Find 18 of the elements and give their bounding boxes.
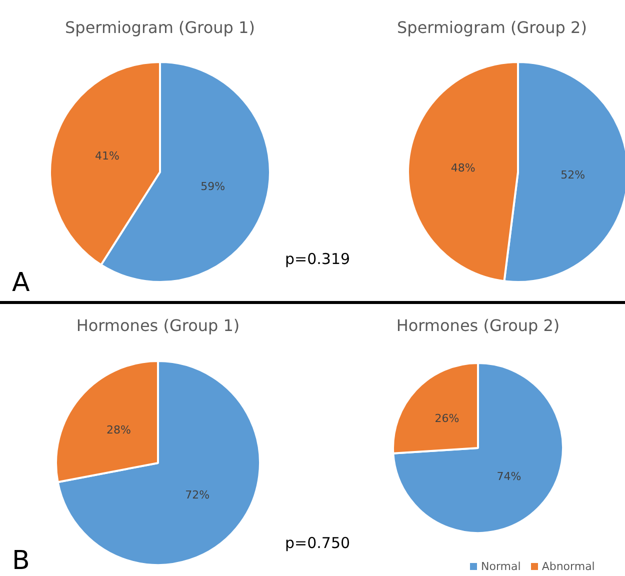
text: A: [12, 268, 30, 298]
data-label: 59%: [200, 180, 226, 194]
data-label: 52%: [560, 168, 586, 182]
chart-title: Hormones (Group 2): [395, 316, 561, 335]
data-label: 72%: [185, 488, 210, 502]
data-label: 26%: [434, 412, 460, 425]
chart-title: Spermiogram (Group 2): [396, 18, 588, 37]
data-label: 74%: [496, 470, 522, 483]
legend-label: Normal: [481, 560, 521, 573]
chart-title: Hormones (Group 1): [75, 316, 241, 335]
data-label: 48%: [450, 161, 476, 174]
text: p=0.750: [285, 534, 350, 552]
legend-label: Abnormal: [542, 560, 595, 573]
data-label: 41%: [94, 150, 120, 163]
chart-title: Spermiogram (Group 1): [64, 18, 256, 37]
text: p=0.319: [285, 250, 350, 268]
data-label: 28%: [106, 423, 131, 436]
text: B: [12, 546, 30, 576]
